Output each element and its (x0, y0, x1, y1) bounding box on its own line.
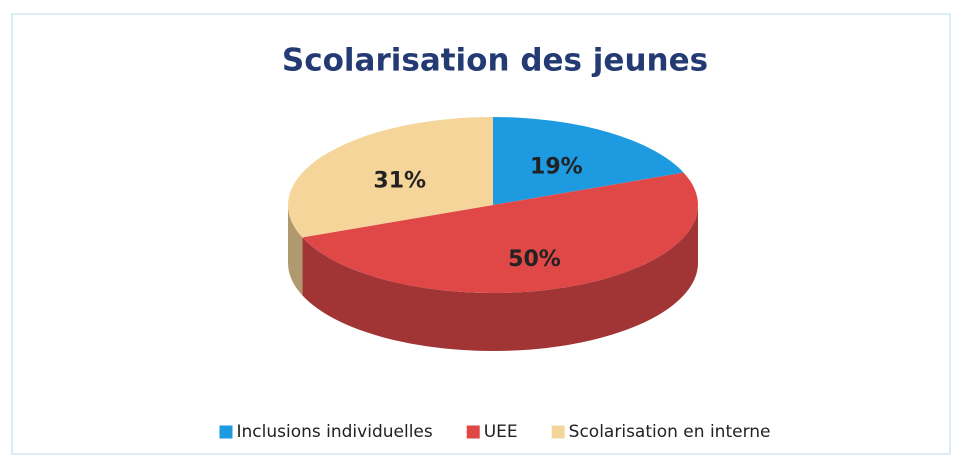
data-label: 50% (508, 247, 561, 272)
legend-label: Scolarisation en interne (569, 422, 771, 442)
pie-slice (287, 117, 493, 238)
pie-slice (493, 117, 684, 205)
pie-slice (302, 172, 699, 294)
chart-title: Scolarisation des jeunes (282, 43, 708, 79)
legend-swatch (551, 425, 565, 439)
data-label: 31% (373, 168, 426, 193)
pie-side (288, 205, 303, 296)
legend-label: UEE (484, 422, 518, 442)
pie-side (302, 205, 698, 352)
data-label: 19% (530, 154, 583, 179)
legend-label: Inclusions individuelles (237, 422, 433, 442)
legend-swatch (466, 425, 480, 439)
legend-swatch (219, 425, 233, 439)
